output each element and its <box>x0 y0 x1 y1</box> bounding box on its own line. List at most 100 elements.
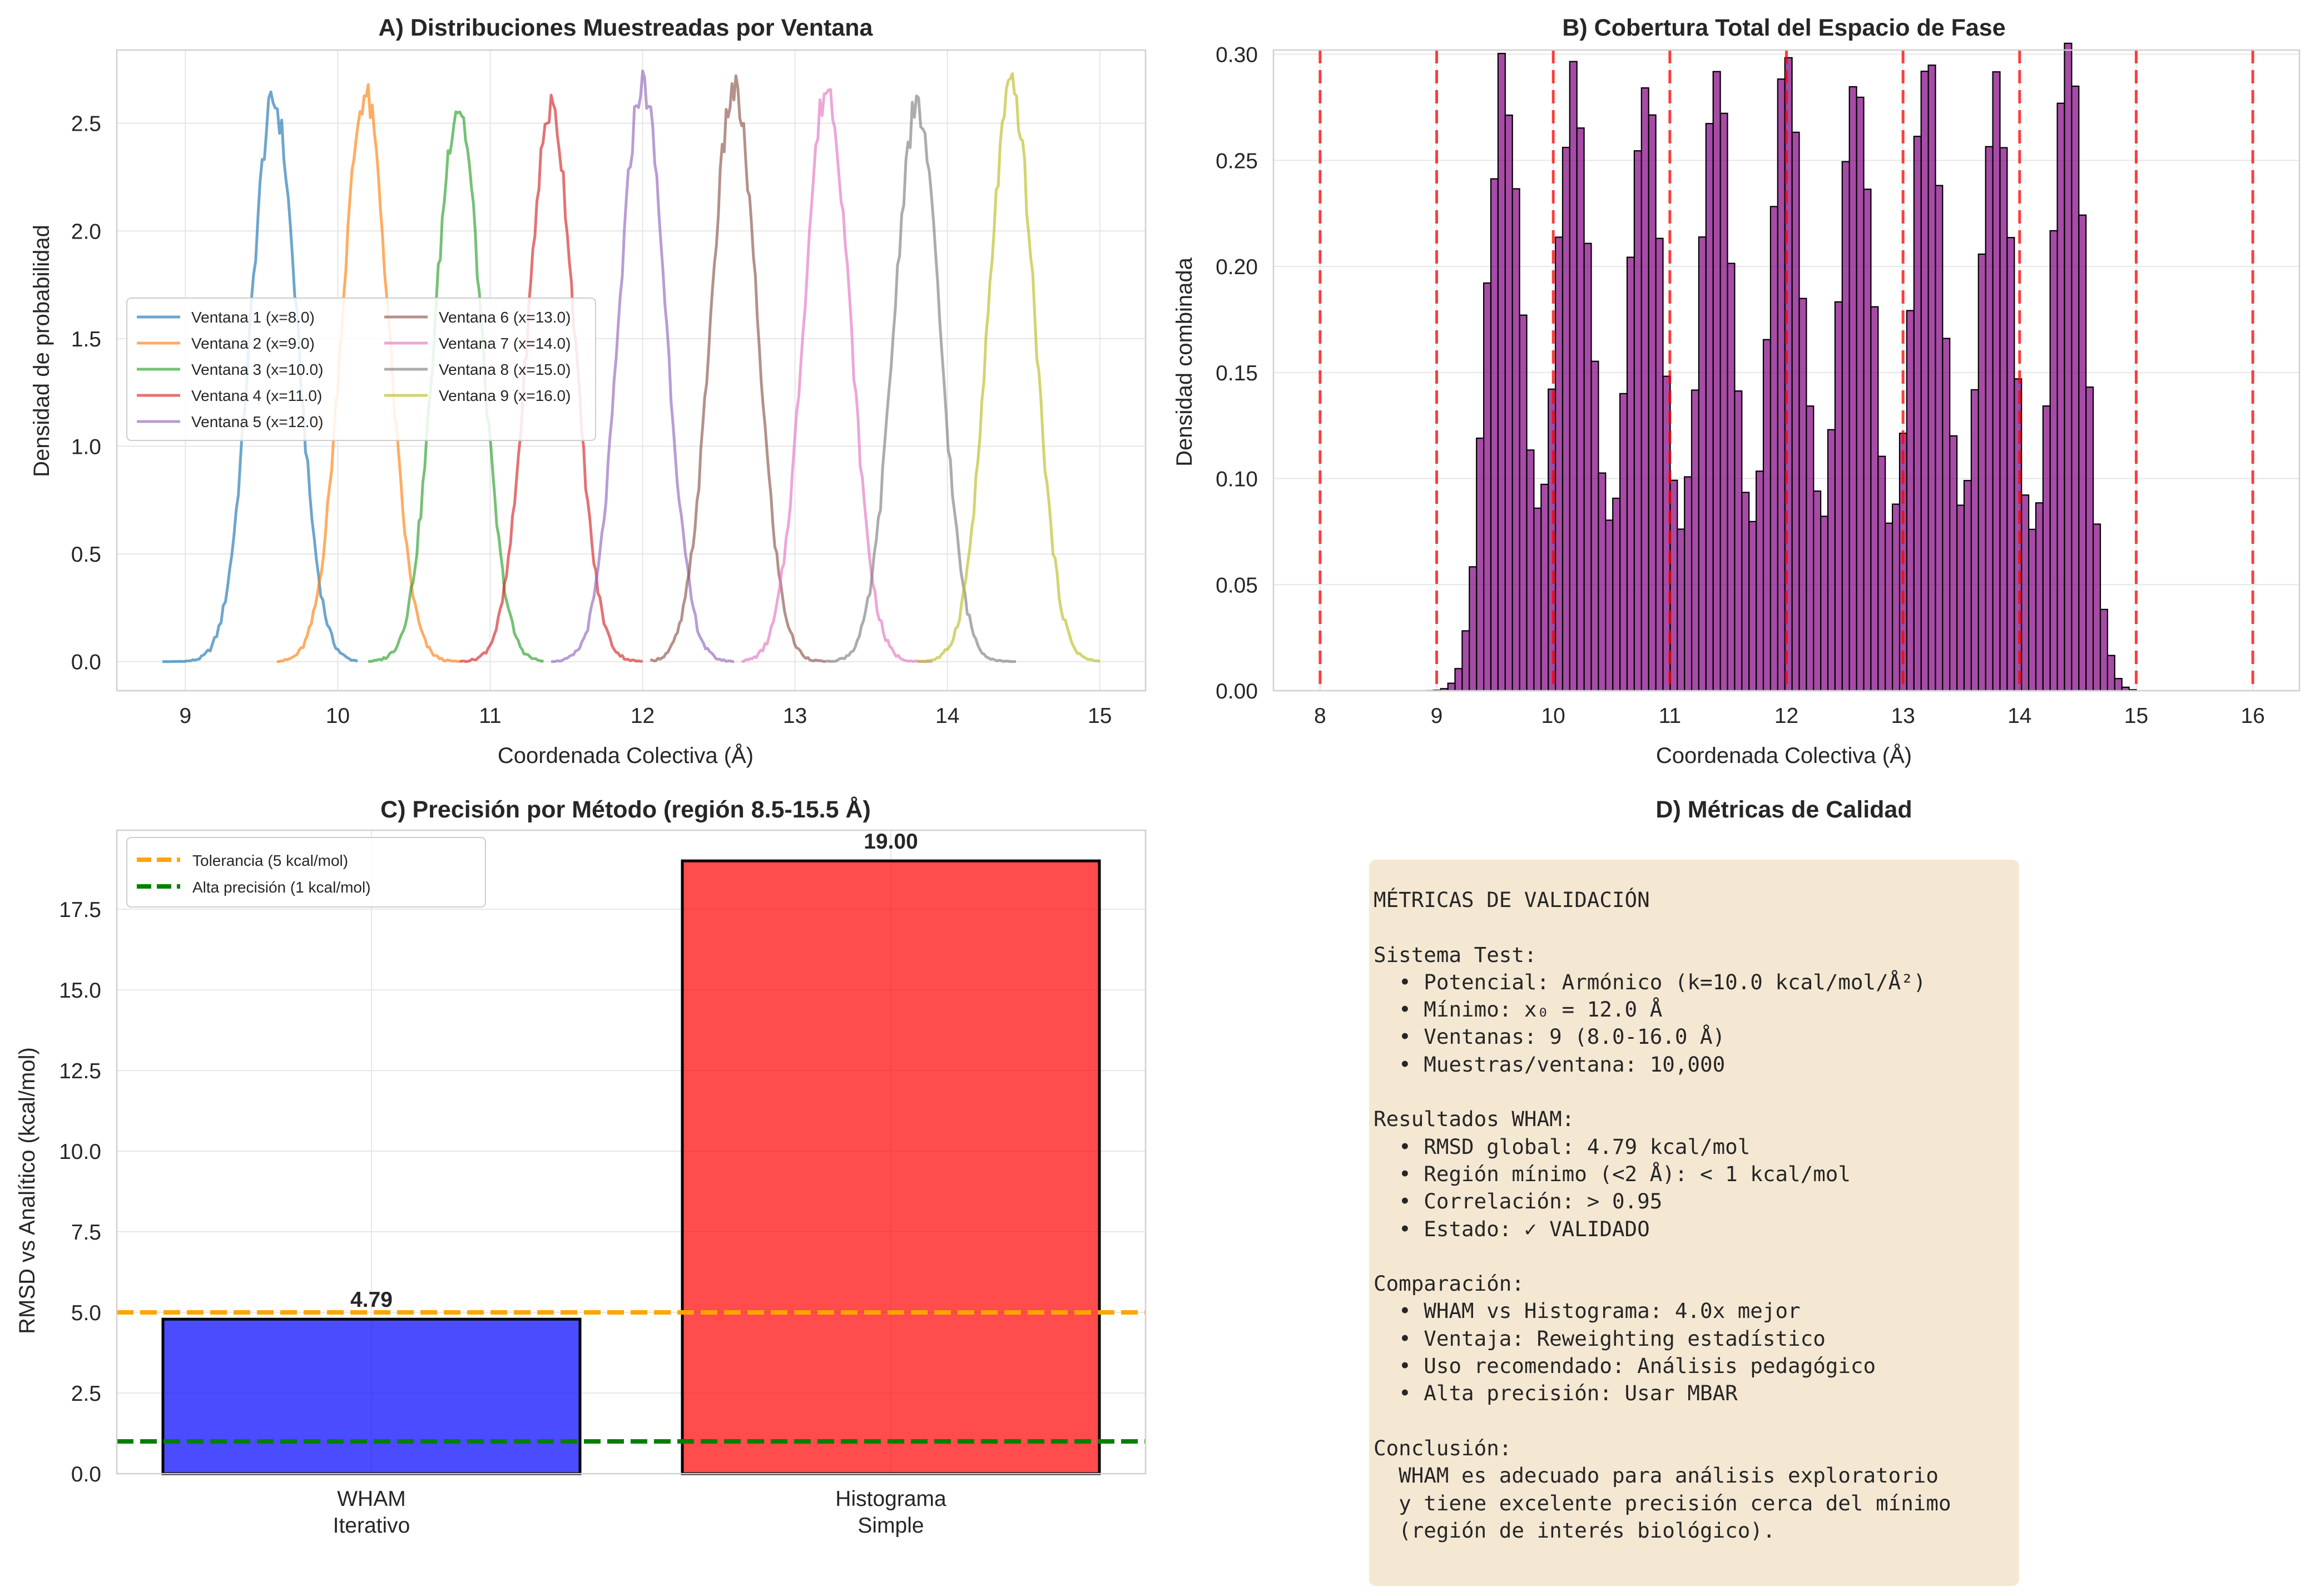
x-tick-label: 12 <box>1774 704 1798 728</box>
metrics-text-box: MÉTRICAS DE VALIDACIÓN Sistema Test: • P… <box>1369 860 2019 1586</box>
panel-d-title: D) Métricas de Calidad <box>1655 796 1912 823</box>
histogram-bar <box>1555 236 1564 692</box>
bar-value-label: 4.79 <box>350 1288 393 1312</box>
histogram-bar <box>1497 52 1506 692</box>
histogram-bar <box>1454 668 1463 692</box>
histogram-bar <box>1640 87 1649 692</box>
histogram-bar <box>2099 608 2108 692</box>
histogram-bar <box>1892 503 1901 692</box>
histogram-bar <box>2071 85 2080 692</box>
histogram-bar <box>2021 494 2030 692</box>
histogram-bar <box>2093 523 2101 692</box>
y-tick-label: 2.0 <box>71 220 101 244</box>
histogram-bar <box>1734 390 1743 692</box>
histogram-bar <box>1756 470 1764 692</box>
metrics-text: MÉTRICAS DE VALIDACIÓN Sistema Test: • P… <box>1374 888 1951 1543</box>
series-line <box>825 94 1017 663</box>
panel-c-ylabel: RMSD vs Analítico (kcal/mol) <box>15 1047 39 1334</box>
histogram-bar <box>1856 96 1865 692</box>
histogram-bar <box>1769 206 1778 692</box>
histogram-bar <box>1949 435 1958 692</box>
x-tick-label: 15 <box>2124 704 2148 728</box>
x-tick-label: Iterativo <box>333 1514 410 1538</box>
histogram-bar <box>1913 136 1922 692</box>
histogram-bar <box>1626 256 1635 692</box>
y-tick-label: 7.5 <box>71 1221 101 1245</box>
histogram-bar <box>2056 102 2065 692</box>
histogram-bar <box>1476 437 1485 692</box>
histogram-bar <box>1798 298 1807 692</box>
y-tick-label: 0.15 <box>1216 361 1258 385</box>
histogram-bar <box>1863 189 1872 692</box>
y-tick-label: 5.0 <box>71 1301 101 1325</box>
histogram-bar <box>1619 393 1628 692</box>
histogram-bar <box>1705 123 1714 692</box>
x-tick-label: 15 <box>1088 704 1112 728</box>
histogram-bar <box>1870 306 1879 692</box>
histogram-bar <box>1748 521 1757 692</box>
legend-box <box>126 298 596 441</box>
panel-c-precision: C) Precisión por Método (región 8.5-15.5… <box>15 796 1147 1538</box>
x-tick-label: 10 <box>1541 704 1565 728</box>
method-bar <box>681 859 1101 1475</box>
series-line <box>741 88 933 663</box>
histogram-bar <box>1655 237 1664 692</box>
histogram-bar <box>1691 389 1699 692</box>
x-tick-label: 14 <box>2007 704 2031 728</box>
histogram-bar <box>2006 237 2015 692</box>
histogram-bar <box>2085 386 2094 692</box>
histogram-bar <box>1590 360 1599 692</box>
x-tick-label: 11 <box>1659 704 1682 728</box>
legend-label: Ventana 4 (x=11.0) <box>191 387 322 404</box>
panel-a-distributions: A) Distribuciones Muestreadas por Ventan… <box>29 14 1147 768</box>
legend-label: Ventana 8 (x=15.0) <box>439 361 571 378</box>
histogram-bar <box>1583 242 1592 692</box>
histogram-bar <box>1806 405 1815 692</box>
histogram-bar <box>1605 519 1614 692</box>
histogram-bar <box>1834 301 1843 692</box>
histogram-bar <box>1648 114 1657 692</box>
histogram-bar <box>1841 161 1850 692</box>
y-tick-label: 2.5 <box>71 112 101 136</box>
x-tick-label: 13 <box>1891 704 1915 728</box>
legend-label: Ventana 7 (x=14.0) <box>439 335 571 352</box>
x-tick-label: WHAM <box>337 1487 405 1511</box>
legend-box <box>126 837 486 908</box>
legend-label: Tolerancia (5 kcal/mol) <box>192 852 348 869</box>
histogram-bar <box>1677 528 1686 692</box>
legend-label: Ventana 9 (x=16.0) <box>439 387 571 404</box>
histogram-bar <box>2049 230 2058 692</box>
histogram-bar <box>1741 492 1750 692</box>
histogram-bar <box>1698 236 1707 692</box>
panel-b-title: B) Cobertura Total del Espacio de Fase <box>1562 14 2005 41</box>
histogram-bar <box>1935 185 1944 692</box>
histogram-bar <box>1885 522 1893 692</box>
histogram-bar <box>1519 314 1528 692</box>
histogram-bar <box>1576 127 1585 692</box>
panel-a-plot-area: 9 10 11 12 13 14 15 0.0 0.5 1.0 1.5 2.0 2.5 Ventana 1… <box>71 49 1147 728</box>
histogram-bar <box>1848 86 1857 692</box>
x-tick-label: 9 <box>179 704 191 728</box>
histogram-bar <box>1612 497 1621 692</box>
panel-b-ylabel: Densidad combinada <box>1172 257 1197 467</box>
histogram-bar <box>2078 214 2087 692</box>
y-tick-label: 0.10 <box>1216 468 1258 492</box>
legend-label: Ventana 5 (x=12.0) <box>191 413 323 430</box>
histogram-bar <box>1569 61 1578 692</box>
histogram-bar <box>1461 630 1470 692</box>
histogram-bar <box>1504 115 1513 692</box>
panel-a-ylabel: Densidad de probabilidad <box>29 225 54 477</box>
plot-frame <box>116 49 1147 692</box>
histogram-bar <box>1827 429 1836 692</box>
series-line <box>459 93 643 663</box>
y-tick-label: 0.25 <box>1216 149 1258 173</box>
histogram-bar <box>1977 253 1986 692</box>
histogram-bar <box>1490 178 1499 692</box>
histogram-bar <box>1920 71 1929 692</box>
histogram-bar <box>1820 516 1829 692</box>
histogram-bar <box>1956 504 1965 692</box>
y-tick-label: 10.0 <box>59 1140 101 1164</box>
x-tick-label: 14 <box>935 704 959 728</box>
histogram-bar <box>1598 472 1607 692</box>
